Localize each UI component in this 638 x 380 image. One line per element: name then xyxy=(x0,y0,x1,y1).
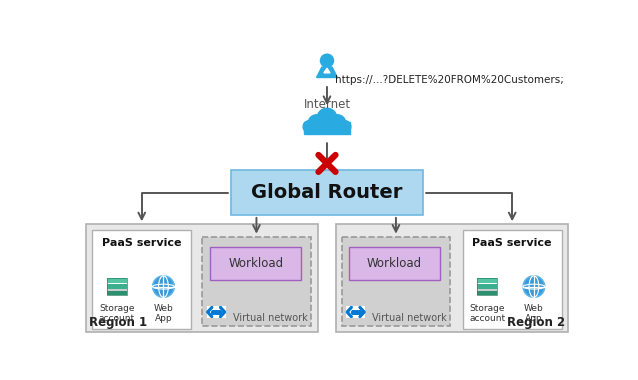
Text: Workload: Workload xyxy=(228,257,283,270)
Text: PaaS service: PaaS service xyxy=(102,238,181,248)
Text: https://...?DELETE%20FROM%20Customers;: https://...?DELETE%20FROM%20Customers; xyxy=(336,75,565,85)
Circle shape xyxy=(308,115,325,132)
Text: Virtual network: Virtual network xyxy=(233,313,308,323)
Text: Region 1: Region 1 xyxy=(89,316,147,329)
Bar xyxy=(107,278,127,295)
Text: Storage
account: Storage account xyxy=(470,304,505,323)
Bar xyxy=(342,237,450,326)
Bar xyxy=(210,247,301,280)
Text: Region 2: Region 2 xyxy=(507,316,565,329)
Text: Storage
account: Storage account xyxy=(99,304,135,323)
Bar xyxy=(231,170,423,215)
Polygon shape xyxy=(324,68,330,73)
Bar xyxy=(349,247,440,280)
FancyBboxPatch shape xyxy=(304,122,350,134)
Text: Virtual network: Virtual network xyxy=(373,313,447,323)
Bar xyxy=(92,230,191,329)
Text: Workload: Workload xyxy=(367,257,422,270)
Bar xyxy=(86,224,318,332)
Bar xyxy=(207,306,225,318)
Circle shape xyxy=(152,276,174,298)
Text: Global Router: Global Router xyxy=(251,183,403,202)
Bar xyxy=(107,290,127,295)
Circle shape xyxy=(317,108,337,128)
Bar xyxy=(477,278,498,295)
Bar xyxy=(107,284,127,289)
Bar xyxy=(107,290,127,291)
Bar xyxy=(477,278,498,283)
Bar xyxy=(477,290,498,295)
Bar xyxy=(477,284,498,289)
Bar xyxy=(346,306,365,318)
Circle shape xyxy=(524,277,543,296)
Text: Web
App: Web App xyxy=(524,304,544,323)
Text: PaaS service: PaaS service xyxy=(473,238,552,248)
Bar xyxy=(107,278,127,283)
Circle shape xyxy=(338,120,351,133)
Bar xyxy=(477,290,498,291)
Bar xyxy=(336,224,568,332)
Bar xyxy=(463,230,562,329)
Circle shape xyxy=(320,54,334,67)
Circle shape xyxy=(329,115,346,132)
Circle shape xyxy=(303,120,316,133)
Bar xyxy=(202,237,311,326)
Text: Internet: Internet xyxy=(304,98,350,111)
Text: Web
App: Web App xyxy=(154,304,174,323)
Circle shape xyxy=(523,276,545,298)
Polygon shape xyxy=(316,67,338,78)
Circle shape xyxy=(154,277,173,296)
